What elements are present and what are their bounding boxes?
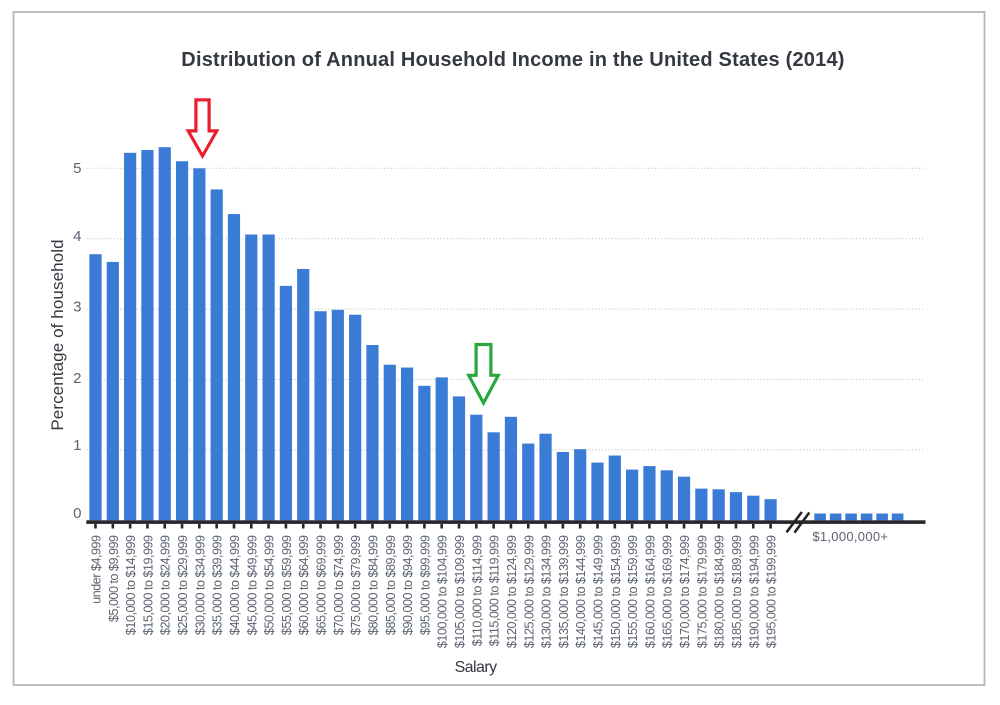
svg-text:$100,000 to $104,999: $100,000 to $104,999: [436, 535, 450, 648]
svg-text:$20,000 to $24,999: $20,000 to $24,999: [159, 535, 173, 635]
svg-text:under $4,999: under $4,999: [90, 535, 104, 604]
svg-text:$25,000 to $29,999: $25,000 to $29,999: [176, 535, 190, 635]
svg-text:$80,000 to $84,999: $80,000 to $84,999: [366, 535, 380, 635]
svg-text:$135,000 to $139,999: $135,000 to $139,999: [557, 535, 571, 648]
svg-text:2: 2: [73, 370, 81, 387]
svg-text:$170,000 to $174,999: $170,000 to $174,999: [678, 535, 692, 648]
svg-text:$65,000 to $69,999: $65,000 to $69,999: [315, 535, 329, 635]
svg-text:$145,000 to $149,999: $145,000 to $149,999: [591, 535, 605, 648]
svg-text:Percentage of household: Percentage of household: [48, 239, 67, 430]
svg-text:$35,000 to $39,999: $35,000 to $39,999: [211, 535, 225, 635]
svg-text:$195,000 to $199,999: $195,000 to $199,999: [765, 535, 779, 648]
svg-text:$70,000 to $74,999: $70,000 to $74,999: [332, 535, 346, 635]
svg-text:$165,000 to $169,999: $165,000 to $169,999: [661, 535, 675, 648]
svg-text:$125,000 to $129,999: $125,000 to $129,999: [522, 535, 536, 648]
svg-text:5: 5: [73, 160, 81, 177]
svg-text:1: 1: [73, 437, 81, 454]
svg-text:$190,000 to $194,999: $190,000 to $194,999: [747, 535, 761, 648]
svg-text:$5,000 to $9,999: $5,000 to $9,999: [107, 535, 121, 622]
svg-text:$60,000 to $64,999: $60,000 to $64,999: [297, 535, 311, 635]
svg-text:$185,000 to $189,999: $185,000 to $189,999: [730, 535, 744, 648]
svg-text:$115,000 to $119,999: $115,000 to $119,999: [488, 535, 502, 646]
svg-text:$1,000,000+: $1,000,000+: [812, 529, 888, 544]
svg-text:$30,000 to $34,999: $30,000 to $34,999: [193, 535, 207, 635]
svg-text:$105,000 to $109,999: $105,000 to $109,999: [453, 535, 467, 648]
svg-text:$175,000 to $179,999: $175,000 to $179,999: [695, 535, 709, 648]
svg-text:$50,000 to $54,999: $50,000 to $54,999: [263, 535, 277, 635]
svg-text:$95,000 to $99,999: $95,000 to $99,999: [418, 535, 432, 635]
svg-text:$55,000 to $59,999: $55,000 to $59,999: [280, 535, 294, 635]
svg-text:$180,000 to $184,999: $180,000 to $184,999: [713, 535, 727, 648]
svg-text:$155,000 to $159,999: $155,000 to $159,999: [626, 535, 640, 648]
svg-text:$150,000 to $154,999: $150,000 to $154,999: [609, 535, 623, 648]
svg-text:$10,000 to $14,999: $10,000 to $14,999: [124, 535, 138, 635]
svg-text:$160,000 to $164,999: $160,000 to $164,999: [643, 535, 657, 648]
svg-text:$40,000 to $44,999: $40,000 to $44,999: [228, 535, 242, 635]
svg-text:$120,000 to $124,999: $120,000 to $124,999: [505, 535, 519, 648]
svg-text:$15,000 to $19,999: $15,000 to $19,999: [141, 535, 155, 635]
svg-text:0: 0: [73, 505, 81, 522]
svg-text:$130,000 to $134,999: $130,000 to $134,999: [540, 535, 554, 648]
svg-text:$140,000 to $144,999: $140,000 to $144,999: [574, 535, 588, 648]
svg-text:4: 4: [73, 228, 81, 245]
svg-text:3: 3: [73, 298, 81, 315]
svg-text:$75,000 to $79,999: $75,000 to $79,999: [349, 535, 363, 635]
svg-text:$45,000 to $49,999: $45,000 to $49,999: [245, 535, 259, 635]
svg-text:$90,000 to $94,999: $90,000 to $94,999: [401, 535, 415, 635]
svg-text:Salary: Salary: [455, 659, 498, 676]
svg-text:$110,000 to $114,999: $110,000 to $114,999: [470, 535, 484, 646]
svg-text:Distribution of Annual Househo: Distribution of Annual Household Income …: [181, 49, 844, 71]
svg-text:$85,000 to $89,999: $85,000 to $89,999: [384, 535, 398, 635]
